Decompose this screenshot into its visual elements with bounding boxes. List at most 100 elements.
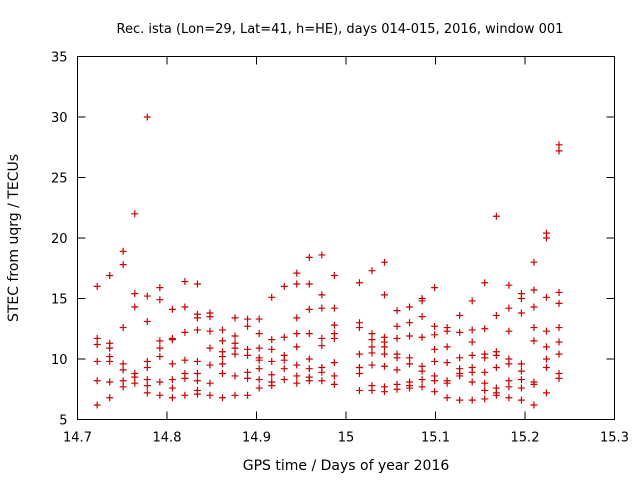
data-point bbox=[156, 378, 164, 386]
data-point bbox=[231, 372, 239, 380]
data-point bbox=[431, 357, 439, 365]
x-tick-label: 15.3 bbox=[600, 431, 629, 446]
data-point bbox=[280, 282, 288, 290]
data-point bbox=[293, 343, 301, 351]
data-point bbox=[318, 251, 326, 259]
data-point bbox=[406, 354, 414, 362]
data-point bbox=[231, 350, 239, 358]
data-point bbox=[481, 395, 489, 403]
x-tick-label: 14.8 bbox=[153, 431, 182, 446]
data-point bbox=[156, 284, 164, 292]
data-point bbox=[368, 330, 376, 338]
data-point bbox=[218, 394, 226, 402]
data-point bbox=[481, 279, 489, 287]
data-point bbox=[517, 309, 525, 317]
data-point bbox=[542, 363, 550, 371]
data-point bbox=[406, 303, 414, 311]
y-tick-label: 10 bbox=[51, 353, 68, 368]
data-point bbox=[193, 326, 201, 334]
data-point bbox=[530, 303, 538, 311]
data-point bbox=[393, 322, 401, 330]
data-point bbox=[393, 307, 401, 315]
data-point bbox=[93, 377, 101, 385]
data-point bbox=[431, 284, 439, 292]
data-point bbox=[355, 363, 363, 371]
data-point bbox=[517, 295, 525, 302]
data-point bbox=[156, 296, 164, 304]
data-point bbox=[330, 334, 338, 342]
data-point bbox=[218, 337, 226, 345]
data-point bbox=[218, 326, 226, 334]
data-point bbox=[168, 360, 176, 368]
data-point bbox=[206, 361, 214, 369]
data-point bbox=[206, 379, 214, 387]
data-point bbox=[393, 366, 401, 374]
data-point bbox=[505, 377, 513, 385]
data-point bbox=[330, 272, 338, 280]
data-point bbox=[517, 396, 525, 404]
data-point bbox=[368, 386, 376, 394]
data-point bbox=[206, 327, 214, 335]
data-point bbox=[181, 356, 189, 364]
data-point bbox=[542, 293, 550, 301]
plot-frame bbox=[77, 56, 615, 420]
data-point bbox=[181, 303, 189, 311]
data-point bbox=[418, 297, 426, 305]
data-point bbox=[431, 388, 439, 396]
data-point bbox=[119, 261, 127, 269]
data-point bbox=[193, 314, 201, 322]
data-point bbox=[492, 351, 500, 359]
x-tick-label: 14.9 bbox=[242, 431, 271, 446]
data-point bbox=[168, 394, 176, 402]
data-point bbox=[93, 401, 101, 409]
data-point bbox=[530, 286, 538, 294]
data-point bbox=[380, 350, 388, 358]
data-point bbox=[143, 382, 151, 390]
data-point bbox=[355, 324, 363, 332]
data-point bbox=[330, 304, 338, 312]
data-point bbox=[555, 141, 563, 149]
data-point bbox=[244, 322, 252, 330]
data-point bbox=[542, 234, 550, 242]
data-point bbox=[318, 342, 326, 350]
data-point bbox=[255, 376, 263, 384]
data-point bbox=[492, 363, 500, 371]
data-point bbox=[193, 280, 201, 288]
data-point bbox=[431, 345, 439, 353]
x-tick-label: 15 bbox=[338, 431, 355, 446]
data-point bbox=[293, 379, 301, 387]
data-point bbox=[555, 338, 563, 346]
data-point bbox=[280, 356, 288, 364]
data-point bbox=[255, 365, 263, 373]
data-point bbox=[380, 258, 388, 266]
data-point bbox=[517, 384, 525, 392]
y-tick-label: 30 bbox=[51, 111, 68, 126]
data-point bbox=[380, 362, 388, 370]
data-point bbox=[355, 350, 363, 358]
data-point bbox=[168, 336, 176, 344]
data-point bbox=[156, 391, 164, 399]
data-point bbox=[393, 334, 401, 342]
data-point bbox=[156, 337, 164, 345]
data-point bbox=[443, 394, 451, 402]
data-point bbox=[443, 327, 451, 335]
data-point bbox=[218, 353, 226, 361]
data-point bbox=[206, 313, 214, 321]
data-point bbox=[244, 351, 252, 359]
data-point bbox=[181, 391, 189, 399]
x-tick-label: 15.1 bbox=[421, 431, 450, 446]
data-point bbox=[143, 376, 151, 384]
data-point bbox=[318, 377, 326, 385]
data-point bbox=[293, 269, 301, 277]
data-point bbox=[517, 367, 525, 375]
data-point bbox=[542, 343, 550, 351]
data-point bbox=[231, 391, 239, 399]
data-point bbox=[555, 374, 563, 382]
data-point bbox=[106, 378, 114, 386]
data-point bbox=[505, 360, 513, 368]
data-point bbox=[119, 377, 127, 385]
data-point bbox=[231, 344, 239, 352]
data-point bbox=[231, 314, 239, 322]
data-point bbox=[131, 210, 139, 218]
data-point bbox=[555, 350, 563, 358]
